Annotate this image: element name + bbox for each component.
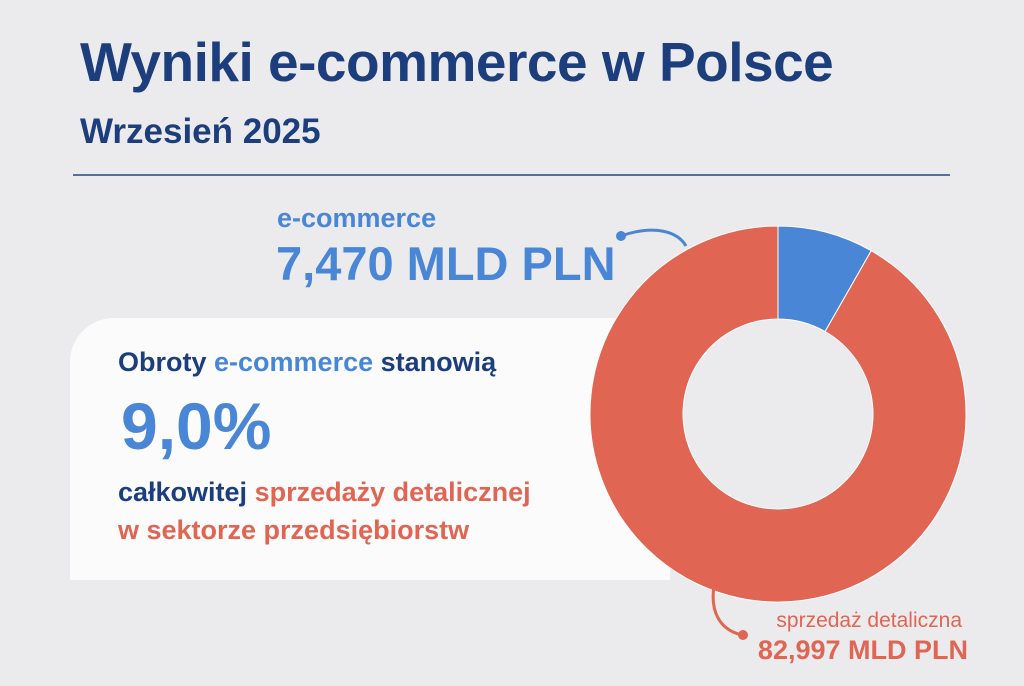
stat-text-start: Obroty xyxy=(118,347,215,377)
stat-text-total: całkowitej xyxy=(118,477,255,507)
stat-text-ecommerce: e-commerce xyxy=(214,347,374,377)
legend-label-ecommerce: e-commerce xyxy=(277,203,437,233)
stat-text-retail-sales: sprzedaży detalicznej xyxy=(254,477,531,507)
ecommerce-share-percent: 9,0% xyxy=(121,389,272,463)
retail-leader-dot xyxy=(738,630,748,640)
donut-slice-ecommerce xyxy=(777,225,872,333)
data-label-retail-value: 82,997 MLD PLN xyxy=(757,635,968,665)
page-subtitle: Wrzesień 2025 xyxy=(80,112,321,151)
stat-text-end: stanowią xyxy=(373,347,497,377)
stat-text-line-3: w sektorze przedsiębiorstw xyxy=(118,515,470,545)
stat-card xyxy=(70,318,670,580)
ecommerce-leader-line xyxy=(620,228,688,247)
ecommerce-leader-dot xyxy=(616,231,626,241)
stat-text-line-1: Obroty e-commerce stanowią xyxy=(118,347,496,378)
legend-label-retail: sprzedaż detaliczna xyxy=(776,609,962,632)
page-title: Wyniki e-commerce w Polsce xyxy=(80,31,834,93)
retail-leader-line xyxy=(711,585,743,637)
stat-text-line-2: całkowitej sprzedaży detalicznej xyxy=(118,477,531,508)
title-divider xyxy=(73,174,950,176)
data-label-ecommerce-value: 7,470 MLD PLN xyxy=(276,237,616,290)
